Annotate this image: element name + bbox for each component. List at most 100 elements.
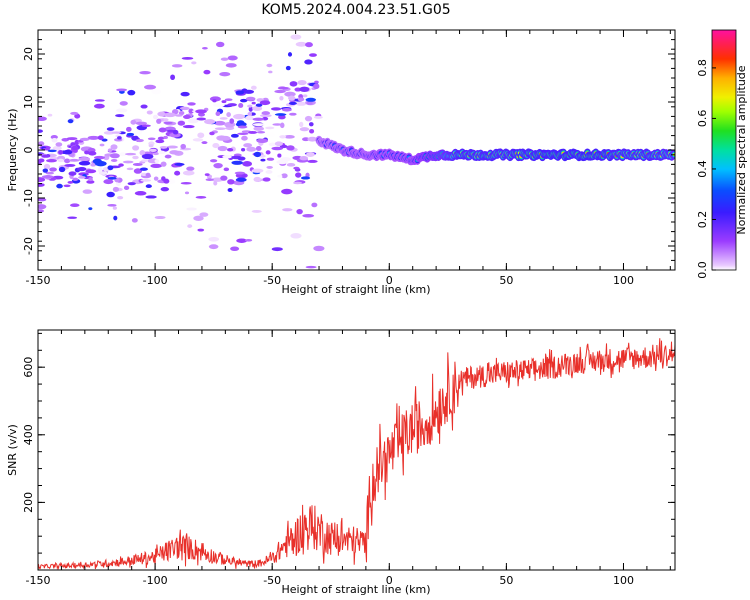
snr-series-line — [38, 338, 675, 570]
spectrogram-cell — [74, 113, 81, 119]
spectrogram-cell — [180, 143, 187, 150]
spectrogram-cell — [193, 215, 204, 221]
spectrogram-cell — [130, 119, 137, 125]
spectrogram-cell — [109, 153, 120, 159]
spectrogram-cell — [41, 175, 54, 179]
spectrogram-cell — [153, 176, 159, 181]
spectrogram-cell — [245, 115, 254, 121]
spectrogram-cell — [49, 167, 57, 172]
spectrogram-cell — [265, 170, 273, 174]
spectrogram-cell — [174, 170, 181, 176]
spectrogram-cell — [126, 167, 134, 171]
spectrogram-cell — [163, 121, 173, 125]
spectrogram-cell — [217, 145, 228, 152]
spectrogram-cell — [208, 236, 220, 242]
spectrogram-cell — [196, 117, 207, 121]
spectrogram-cell — [259, 100, 271, 106]
spectrogram-cell — [270, 107, 282, 111]
x-tick-label: -150 — [26, 274, 51, 287]
spectrogram-cell — [256, 131, 266, 134]
spectrogram-cell — [285, 65, 291, 71]
spectrogram-cell — [198, 112, 205, 117]
spectrogram-cell — [224, 121, 236, 128]
y-tick-label: 10 — [22, 95, 35, 109]
spectrogram-cell — [297, 97, 305, 102]
spectrogram-cell — [116, 88, 128, 92]
spectrogram-cell — [69, 203, 80, 207]
spectrogram-cell — [209, 131, 215, 136]
spectrogram-cell — [101, 138, 108, 142]
spectrogram-cell — [117, 136, 122, 140]
spectrogram-cell — [204, 173, 210, 177]
spectrogram-cell — [248, 106, 253, 112]
spectrogram-cell — [227, 179, 235, 185]
spectrogram-cell — [106, 127, 115, 131]
spectrogram-cell — [182, 170, 195, 176]
spectrogram-cell — [289, 81, 298, 87]
spectrogram-cell — [139, 167, 148, 171]
spectrogram-cell — [67, 119, 74, 124]
spectrogram-cell — [199, 212, 209, 217]
spectrogram-cell — [174, 114, 183, 117]
spectrogram-cell — [311, 202, 318, 208]
spectrogram-cell — [250, 85, 257, 90]
spectrogram-cell — [132, 162, 143, 167]
colorbar-tick-label: 0.6 — [696, 110, 709, 128]
spectrogram-cell — [253, 176, 262, 182]
spectrogram-cell — [195, 195, 207, 199]
spectrogram-cell — [98, 171, 108, 175]
spectrogram-cell — [51, 137, 58, 143]
spectrogram-cell — [279, 144, 288, 149]
spectrogram-cell — [260, 158, 266, 162]
spectrogram-cell — [79, 137, 90, 142]
spectrogram-cell — [212, 99, 217, 103]
spectrogram-cell — [313, 83, 320, 90]
spectrogram-cell — [119, 152, 127, 157]
spectrogram-cell — [112, 186, 120, 192]
spectrogram-cell — [212, 143, 220, 149]
spectrogram-cell — [155, 139, 165, 144]
spectrogram-cell — [240, 98, 248, 103]
spectrogram-cell — [251, 101, 256, 105]
spectrogram-cell — [212, 103, 225, 108]
x-tick-label: -50 — [263, 274, 281, 287]
spectrogram-cell — [52, 146, 62, 151]
spectrogram-cell — [313, 245, 325, 252]
spectrogram-cell — [140, 179, 152, 182]
spectrogram-cell — [284, 134, 295, 139]
spectrogram-cell — [225, 63, 237, 68]
spectrogram-cell — [140, 104, 148, 109]
spectrogram-cell — [164, 154, 172, 159]
spectrogram-cell — [302, 137, 310, 142]
spectrogram-cell — [97, 167, 103, 173]
spectrogram-cell — [77, 166, 87, 172]
spectrogram-cell — [227, 188, 233, 193]
spectrogram-cell — [56, 183, 63, 189]
spectrogram-cell — [151, 88, 162, 95]
spectrogram-cell — [227, 55, 238, 61]
spectrogram-cell — [295, 172, 302, 178]
spectrogram-cell — [214, 120, 226, 126]
snr-xlabel: Height of straight line (km) — [281, 583, 430, 596]
spectrogram-cell — [50, 134, 58, 140]
x-tick-label: -50 — [263, 574, 281, 587]
spectrogram-cell — [157, 136, 165, 140]
spectrogram-cell — [306, 152, 315, 158]
spectrogram-cell — [288, 95, 296, 101]
spectrogram-cell — [64, 163, 76, 167]
spectrogram-cell — [188, 118, 199, 124]
spectrogram-cell — [204, 119, 216, 125]
spectrogram-cell — [169, 150, 180, 155]
spectrogram-cell — [274, 141, 283, 147]
spectrogram-cell — [111, 131, 122, 134]
spectrogram-cell — [309, 53, 317, 57]
spectrogram-cell — [63, 184, 71, 188]
spectrogram-cell — [115, 108, 128, 113]
spectrogram-cell — [38, 177, 46, 183]
spectrogram-cell — [119, 101, 128, 106]
spectrogram-cell — [127, 89, 136, 96]
spectrogram-cell — [58, 150, 64, 155]
